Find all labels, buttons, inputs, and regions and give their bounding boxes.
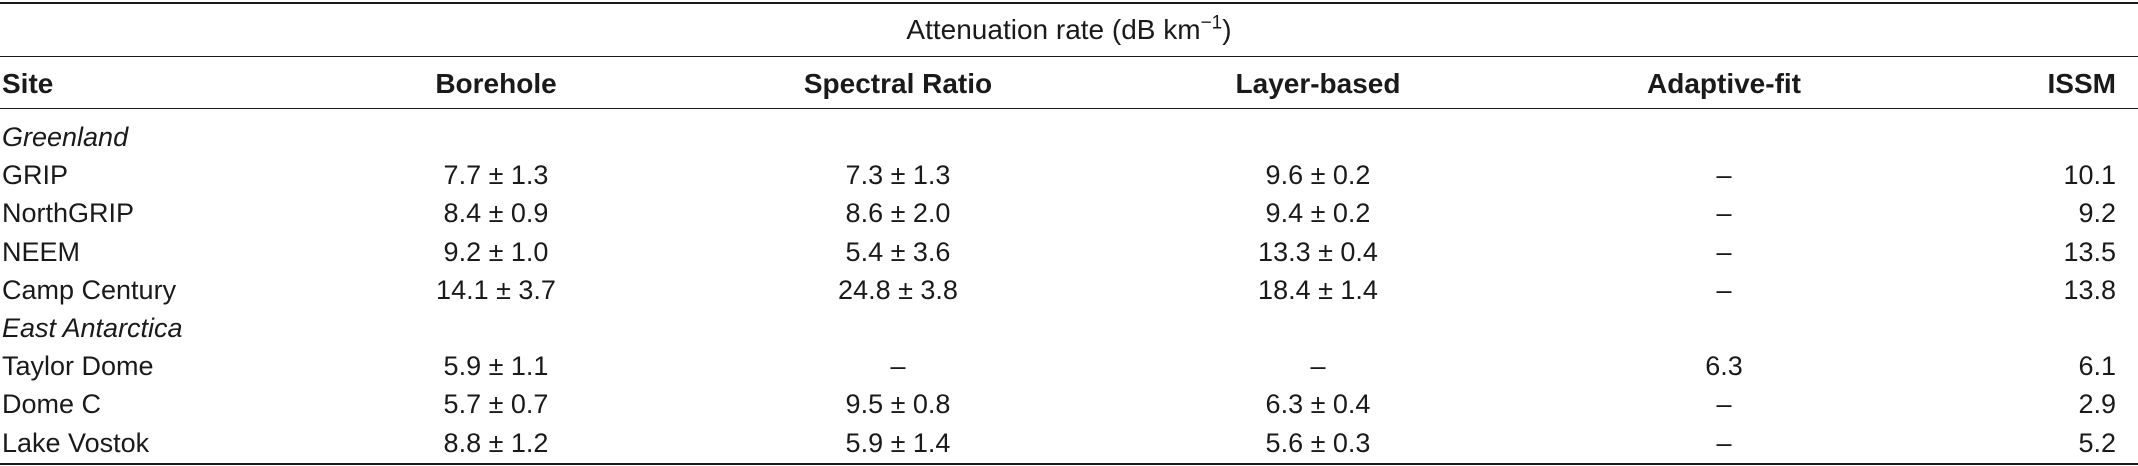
group-row: Greenland [0,118,2138,156]
issm-cell: 5.2 [2078,427,2116,458]
borehole-cell: 7.7 ± 1.3 [443,160,549,191]
table-row: Taylor Dome 5.9 ± 1.1 – – 6.3 6.1 [0,347,2138,385]
top-rule [0,2,2138,4]
spectral-ratio-cell: 7.3 ± 1.3 [845,160,951,191]
header-adaptive-fit: Adaptive-fit [1647,68,1801,99]
site-cell: NEEM [2,236,81,267]
table-row: Camp Century 14.1 ± 3.7 24.8 ± 3.8 18.4 ± 1… [0,271,2138,309]
spectral-ratio-cell: 24.8 ± 3.8 [838,274,958,305]
layer-based-cell: 5.6 ± 0.3 [1265,427,1371,458]
borehole-cell: 14.1 ± 3.7 [436,274,556,305]
header-spectral-ratio: Spectral Ratio [803,68,993,99]
spectral-ratio-cell: 5.9 ± 1.4 [845,427,951,458]
issm-cell: 13.5 [2063,236,2116,267]
column-group-header: Attenuation rate (dB km−1) [0,8,2138,52]
header-rule [0,108,2138,109]
spanner-close: ) [1222,14,1232,45]
adaptive-fit-cell: 6.3 [1705,351,1743,382]
group-header-rule [0,56,2138,57]
adaptive-fit-cell: – [1716,274,1732,305]
site-cell: NorthGRIP [2,198,135,229]
spectral-ratio-cell: 5.4 ± 3.6 [845,236,951,267]
table-row: Lake Vostok 8.8 ± 1.2 5.9 ± 1.4 5.6 ± 0.3 – 5… [0,424,2138,462]
borehole-cell: 8.8 ± 1.2 [443,427,549,458]
adaptive-fit-cell: – [1716,160,1732,191]
table-row: NorthGRIP 8.4 ± 0.9 8.6 ± 2.0 9.4 ± 0.2 – 9.2 [0,194,2138,232]
adaptive-fit-cell: – [1716,389,1732,420]
table-body: Greenland GRIP 7.7 ± 1.3 7.3 ± 1.3 9.6 ± 0.2… [0,118,2138,462]
group-label: Greenland [2,122,129,152]
header-issm: ISSM [2047,68,2116,99]
table-row: GRIP 7.7 ± 1.3 7.3 ± 1.3 9.6 ± 0.2 – 10.1 [0,156,2138,194]
borehole-cell: 5.9 ± 1.1 [443,351,549,382]
adaptive-fit-cell: – [1716,198,1732,229]
adaptive-fit-cell: – [1716,236,1732,267]
site-cell: Dome C [2,389,102,420]
group-row: East Antarctica [0,309,2138,347]
header-site: Site [2,68,54,99]
site-cell: Taylor Dome [2,351,154,382]
site-cell: GRIP [2,160,69,191]
borehole-cell: 9.2 ± 1.0 [443,236,549,267]
spectral-ratio-cell: 9.5 ± 0.8 [845,389,951,420]
site-cell: Lake Vostok [2,427,150,458]
bottom-rule [0,463,2138,465]
spectral-ratio-cell: 8.6 ± 2.0 [845,198,951,229]
layer-based-cell: 9.6 ± 0.2 [1265,160,1371,191]
adaptive-fit-cell: – [1716,427,1732,458]
site-cell: Camp Century [2,274,177,305]
layer-based-cell: 6.3 ± 0.4 [1265,389,1371,420]
table-row: NEEM 9.2 ± 1.0 5.4 ± 3.6 13.3 ± 0.4 – 13.5 [0,233,2138,271]
borehole-cell: 8.4 ± 0.9 [443,198,549,229]
layer-based-cell: 9.4 ± 0.2 [1265,198,1371,229]
layer-based-cell: 18.4 ± 1.4 [1258,274,1378,305]
issm-cell: 6.1 [2078,351,2116,382]
issm-cell: 10.1 [2063,160,2116,191]
issm-cell: 13.8 [2063,274,2116,305]
header-layer-based: Layer-based [1235,68,1401,99]
group-label: East Antarctica [2,312,183,343]
spanner-exponent: −1 [1200,12,1223,34]
borehole-cell: 5.7 ± 0.7 [443,389,549,420]
layer-based-cell: 13.3 ± 0.4 [1258,236,1378,267]
spanner-label: Attenuation rate (dB km [906,14,1201,45]
issm-cell: 2.9 [2078,389,2116,420]
table-row: Dome C 5.7 ± 0.7 9.5 ± 0.8 6.3 ± 0.4 – 2.9 [0,385,2138,423]
layer-based-cell: – [1310,351,1326,382]
issm-cell: 9.2 [2078,198,2116,229]
header-row: Site Borehole Spectral Ratio Layer-based… [0,62,2138,106]
spectral-ratio-cell: – [890,351,906,382]
header-borehole: Borehole [435,68,557,99]
